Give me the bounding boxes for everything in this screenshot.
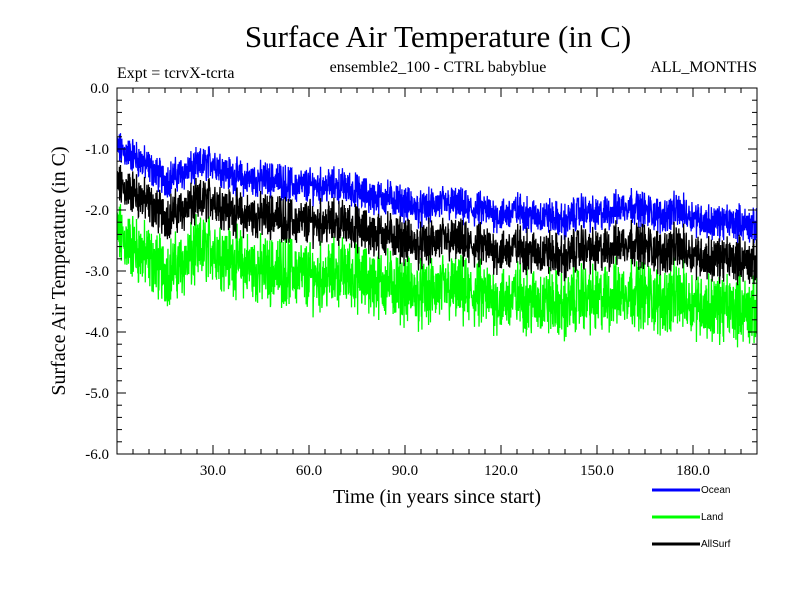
y-tick-label: -5.0 <box>85 386 109 402</box>
subtitle-left: Expt = tcrvX-tcrta <box>117 65 234 82</box>
y-tick-label: 0.0 <box>90 81 109 97</box>
x-tick-label: 150.0 <box>580 463 614 479</box>
series-line-ocean <box>117 133 757 244</box>
subtitle-center: ensemble2_100 - CTRL babyblue <box>330 59 547 76</box>
y-tick-label: -3.0 <box>85 264 109 280</box>
legend-label-allsurf: AllSurf <box>701 539 731 550</box>
x-tick-label: 30.0 <box>200 463 226 479</box>
legend-label-ocean: Ocean <box>701 485 730 496</box>
axis-layer: 30.0 60.0 90.0 120.0 150.0 180.0 0.0 -1.0 -2.0 -3… <box>85 81 757 479</box>
chart-title: Surface Air Temperature (in C) <box>245 19 631 54</box>
y-axis-label: Surface Air Temperature (in C) <box>48 146 70 395</box>
x-tick-label: 90.0 <box>392 463 418 479</box>
x-tick-label: 60.0 <box>296 463 322 479</box>
series-layer <box>117 133 757 348</box>
x-tick-label: 180.0 <box>676 463 710 479</box>
subtitle-right: ALL_MONTHS <box>650 59 757 76</box>
x-axis-label: Time (in years since start) <box>333 486 541 508</box>
y-tick-label: -2.0 <box>85 203 109 219</box>
x-tick-label: 120.0 <box>484 463 518 479</box>
legend: Ocean Land AllSurf <box>652 485 731 550</box>
y-tick-label: -4.0 <box>85 325 109 341</box>
y-tick-label: -6.0 <box>85 447 109 463</box>
y-tick-label: -1.0 <box>85 142 109 158</box>
legend-label-land: Land <box>701 512 723 523</box>
series-line-allsurf <box>117 165 757 286</box>
series-line-land <box>117 204 757 348</box>
